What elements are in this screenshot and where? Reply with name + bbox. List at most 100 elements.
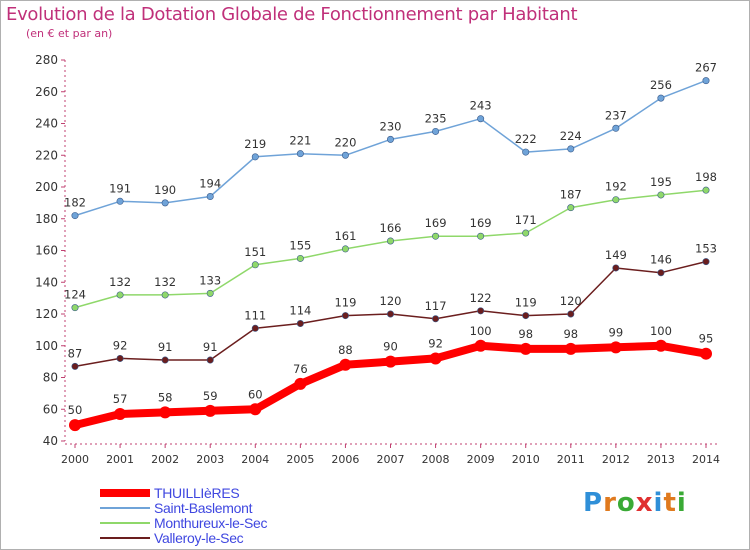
- logo-letter: o: [616, 488, 636, 518]
- data-point: [114, 408, 127, 421]
- x-tick-label: 2004: [241, 453, 269, 466]
- logo-letter: r: [603, 488, 617, 518]
- y-tick-label: 60: [43, 402, 58, 416]
- data-label: 132: [109, 275, 131, 289]
- data-point: [567, 204, 575, 212]
- data-point: [702, 77, 710, 85]
- data-point: [654, 339, 667, 352]
- data-point: [657, 269, 665, 277]
- data-point: [700, 347, 712, 360]
- legend-label: Saint-Baslemont: [154, 499, 253, 516]
- data-label: 151: [244, 245, 266, 259]
- data-point: [341, 312, 349, 320]
- y-tick-label: 220: [35, 148, 58, 162]
- x-tick-label: 2014: [692, 453, 720, 466]
- chart-title: Evolution de la Dotation Globale de Fonc…: [6, 4, 578, 25]
- data-label: 146: [650, 253, 672, 267]
- y-tick-label: 200: [35, 180, 58, 194]
- y-tick-label: 160: [35, 244, 58, 258]
- legend-item-thuillieres: THUILLIèRES: [100, 484, 267, 501]
- legend-swatch: [100, 488, 150, 497]
- data-point: [386, 310, 394, 318]
- data-point: [71, 212, 79, 220]
- data-point: [161, 356, 169, 364]
- data-label: 235: [425, 111, 447, 125]
- data-label: 221: [289, 134, 311, 148]
- data-label: 256: [650, 78, 672, 92]
- legend-label: Valleroy-le-Sec: [154, 529, 244, 546]
- data-labels-layer: 182 191 190 194 219 221 220 230 235 243 222 224 237 2…: [64, 61, 717, 417]
- x-tick-label: 2007: [377, 453, 405, 466]
- data-point: [474, 339, 487, 352]
- legend-item-valleroy-le-sec: Valleroy-le-Sec: [100, 529, 267, 546]
- data-label: 153: [695, 242, 717, 256]
- data-label: 161: [334, 229, 356, 243]
- data-label: 99: [609, 325, 624, 339]
- data-label: 111: [244, 308, 266, 322]
- data-label: 191: [109, 181, 131, 195]
- proxiti-logo: Proxiti: [583, 488, 687, 518]
- logo-letter: i: [676, 488, 687, 518]
- data-label: 98: [563, 327, 578, 341]
- axes: 40 60 80 100 120 140 160 180 200 220 240 260 280 2000…: [35, 53, 720, 466]
- legend-item-saint-baslemont: Saint-Baslemont: [100, 499, 267, 516]
- data-point: [702, 258, 710, 266]
- data-label: 91: [158, 340, 173, 354]
- data-point: [206, 193, 214, 201]
- data-point: [296, 150, 304, 158]
- data-label: 122: [470, 291, 492, 305]
- data-point: [477, 115, 485, 123]
- x-tick-label: 2006: [331, 453, 359, 466]
- data-label: 119: [515, 296, 537, 310]
- data-label: 92: [428, 336, 443, 350]
- data-label: 198: [695, 170, 717, 184]
- data-point: [522, 312, 530, 320]
- y-tick-label: 180: [35, 212, 58, 226]
- data-label: 95: [699, 332, 714, 346]
- data-label: 187: [560, 188, 582, 202]
- x-tick-label: 2002: [151, 453, 179, 466]
- data-label: 100: [470, 324, 492, 338]
- x-tick-label: 2012: [602, 453, 630, 466]
- series-layer: [69, 77, 712, 432]
- data-label: 132: [154, 275, 176, 289]
- logo-letter: t: [663, 488, 677, 518]
- data-point: [477, 307, 485, 315]
- data-label: 171: [515, 213, 537, 227]
- y-tick-label: 120: [35, 307, 58, 321]
- data-label: 237: [605, 108, 627, 122]
- data-point: [341, 245, 349, 253]
- x-tick-label: 2008: [422, 453, 450, 466]
- data-point: [116, 291, 124, 299]
- x-tick-label: 2013: [647, 453, 675, 466]
- data-label: 59: [203, 389, 218, 403]
- y-tick-label: 260: [35, 85, 58, 99]
- legend-label: THUILLIèRES: [154, 484, 240, 501]
- data-point: [204, 404, 217, 417]
- data-label: 149: [605, 248, 627, 262]
- data-point: [161, 291, 169, 299]
- data-point: [116, 354, 124, 362]
- data-point: [432, 315, 440, 323]
- data-label: 124: [64, 288, 86, 302]
- data-label: 192: [605, 180, 627, 194]
- data-point: [432, 232, 440, 240]
- data-point: [116, 197, 124, 205]
- data-label: 194: [199, 177, 221, 191]
- data-label: 222: [515, 132, 537, 146]
- data-label: 98: [518, 327, 533, 341]
- y-tick-label: 240: [35, 117, 58, 131]
- data-label: 120: [380, 294, 402, 308]
- data-label: 120: [560, 294, 582, 308]
- data-point: [341, 151, 349, 159]
- data-point: [339, 358, 352, 371]
- data-label: 224: [560, 129, 582, 143]
- x-tick-label: 2011: [557, 453, 585, 466]
- logo-letter: P: [583, 488, 604, 518]
- y-tick-label: 80: [43, 371, 58, 385]
- data-point: [567, 145, 575, 153]
- x-tick-label: 2003: [196, 453, 224, 466]
- data-point: [71, 304, 79, 312]
